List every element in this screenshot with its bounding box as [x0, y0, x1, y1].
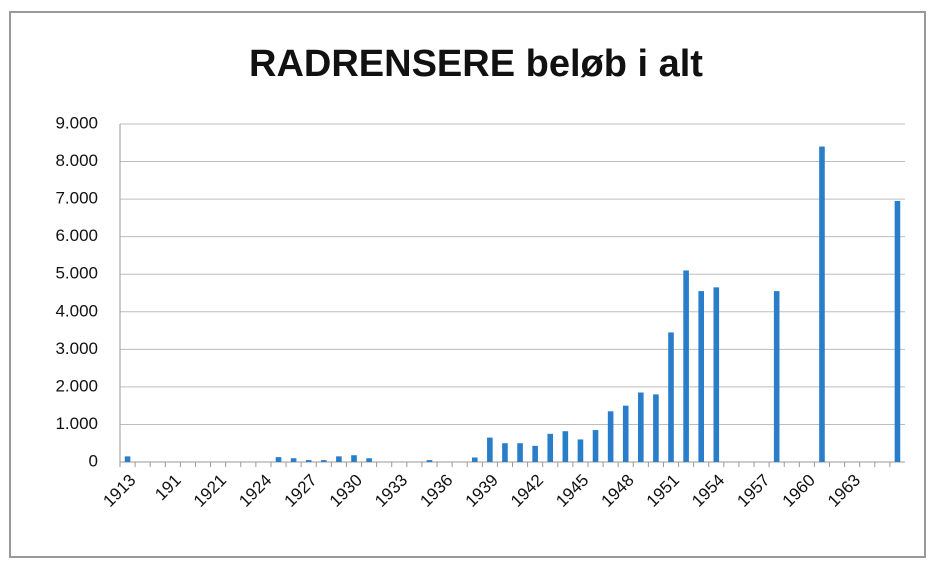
bar: [577, 439, 584, 462]
y-tick-label: 0: [89, 451, 98, 470]
chart-border: [9, 11, 926, 558]
y-tick-label: 6.000: [55, 226, 98, 245]
bar: [698, 291, 705, 462]
y-tick-label: 7.000: [55, 189, 98, 208]
bar: [773, 291, 780, 462]
bar: [894, 200, 901, 462]
bar: [487, 437, 493, 462]
bar: [819, 146, 825, 463]
bar: [638, 392, 644, 462]
bar: [275, 457, 282, 462]
bar: [290, 458, 297, 462]
y-tick-label: 1.000: [55, 414, 98, 433]
bar: [517, 443, 523, 462]
bar: [547, 433, 554, 462]
bar: [668, 332, 674, 462]
y-tick-label: 2.000: [55, 376, 98, 395]
bar: [607, 411, 614, 462]
bar: [124, 456, 131, 462]
chart-title: RADRENSERE beløb i alt: [249, 43, 703, 85]
bar: [502, 443, 508, 462]
y-tick-label: 5.000: [55, 264, 98, 283]
bar: [426, 460, 433, 462]
bar: [562, 431, 569, 462]
bar: [683, 270, 689, 462]
y-tick-label: 8.000: [55, 151, 98, 170]
bar: [622, 405, 629, 462]
y-tick-label: 4.000: [55, 301, 98, 320]
bar: [320, 460, 327, 462]
y-tick-label: 3.000: [55, 339, 98, 358]
bar: [653, 394, 659, 462]
bar: [471, 457, 478, 462]
bar: [713, 287, 720, 462]
y-tick-label: 9.000: [55, 113, 98, 132]
bar: [532, 445, 538, 462]
bar: [366, 458, 372, 462]
bar: [305, 460, 312, 462]
bar: [336, 456, 342, 462]
bar: [351, 455, 357, 462]
bar: [592, 430, 599, 462]
